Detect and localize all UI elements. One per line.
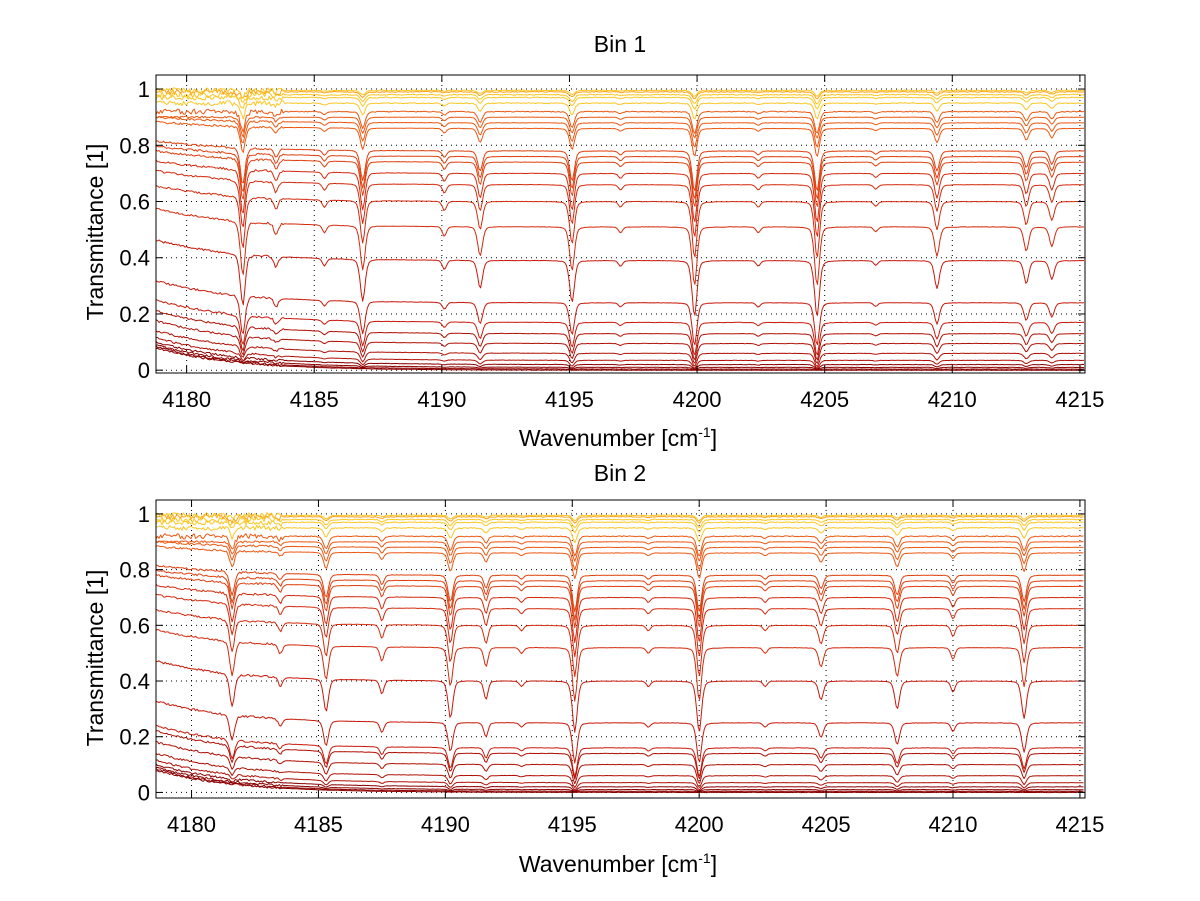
spectrum-line-14 <box>155 159 1085 223</box>
spectrum-line-9 <box>155 280 1085 346</box>
y-ticks: 0 0.2 0.4 0.6 0.8 1 <box>119 77 1085 383</box>
spectrum-line-16 <box>155 569 1084 621</box>
panel-bin-2: Bin 2 4180 4185 4190 4195 4200 4205 4210 4215 0… <box>82 460 1104 877</box>
x-tick-label-2: 4190 <box>417 387 466 412</box>
spectrum-line-26 <box>155 512 1084 522</box>
spectrum-line-11 <box>155 207 1084 285</box>
y-tick-label-2: 0.4 <box>119 669 150 694</box>
spectrum-line-6 <box>155 319 1085 364</box>
spectrum-line-15 <box>155 573 1084 629</box>
x-tick-label-0: 4180 <box>167 812 216 837</box>
spectrum-line-19 <box>155 540 1084 571</box>
spectrum-line-16 <box>155 145 1085 199</box>
y-tick-label-3: 0.6 <box>119 190 150 215</box>
spectrum-line-17 <box>155 564 1084 613</box>
y-tick-label-1: 0.2 <box>119 725 150 750</box>
y-ticks: 0 0.2 0.4 0.6 0.8 1 <box>119 502 1085 805</box>
y-tick-label-4: 0.8 <box>119 558 150 583</box>
spectrum-line-9 <box>155 700 1084 764</box>
spectrum-line-23 <box>155 94 1085 110</box>
spectrum-line-4 <box>155 336 1084 369</box>
spectrum-line-22 <box>155 100 1085 120</box>
spectrum-line-8 <box>155 724 1084 778</box>
spectrum-line-6 <box>155 740 1084 785</box>
spectrum-line-0 <box>155 770 1084 794</box>
x-tick-label-1: 4185 <box>290 387 339 412</box>
x-tick-label-5: 4205 <box>802 812 851 837</box>
y-tick-label-5: 1 <box>138 77 150 102</box>
x-axis-label: Wavenumber [cm-1] <box>519 850 717 877</box>
y-tick-label-2: 0.4 <box>119 246 150 271</box>
spectrum-line-5 <box>155 330 1085 367</box>
spectrum-line-3 <box>155 340 1085 370</box>
spectrum-line-13 <box>155 593 1084 658</box>
y-tick-label-5: 1 <box>138 502 150 527</box>
spectrum-line-10 <box>155 239 1085 316</box>
x-tick-label-1: 4185 <box>294 812 343 837</box>
y-axis-label: Transmittance [1] <box>82 570 108 747</box>
x-tick-label-7: 4215 <box>1055 812 1104 837</box>
y-tick-label-1: 0.2 <box>119 302 150 327</box>
x-axis-label: Wavenumber [cm-1] <box>519 424 717 451</box>
spectrum-line-2 <box>155 766 1084 793</box>
spectrum-line-0 <box>155 347 1084 371</box>
spectrum-line-21 <box>155 108 1085 134</box>
series-group <box>155 87 1085 371</box>
y-tick-label-0: 0 <box>138 358 150 383</box>
x-tick-label-2: 4190 <box>421 812 470 837</box>
spectrum-line-7 <box>155 730 1084 780</box>
spectrum-line-5 <box>155 753 1084 789</box>
spectrum-line-3 <box>155 763 1084 792</box>
y-tick-label-3: 0.6 <box>119 613 150 638</box>
y-tick-label-0: 0 <box>138 780 150 805</box>
spectrum-line-12 <box>155 608 1084 678</box>
spectrum-line-23 <box>155 519 1084 534</box>
spectrum-line-1 <box>155 345 1085 371</box>
spectrum-line-7 <box>155 310 1085 361</box>
spectrum-line-8 <box>155 299 1085 356</box>
x-tick-label-6: 4210 <box>928 387 977 412</box>
x-tick-label-3: 4195 <box>545 387 594 412</box>
y-axis-label: Transmittance [1] <box>82 144 108 321</box>
spectrum-line-17 <box>155 140 1085 191</box>
spectrum-line-20 <box>155 115 1085 139</box>
plot-title: Bin 2 <box>594 460 646 486</box>
x-tick-label-4: 4200 <box>673 387 722 412</box>
spectrum-line-12 <box>155 184 1084 258</box>
spectrum-line-24 <box>155 91 1085 105</box>
x-tick-label-3: 4195 <box>548 812 597 837</box>
spectrum-line-2 <box>155 344 1084 371</box>
plot-title: Bin 1 <box>594 31 646 57</box>
spectrum-line-1 <box>155 767 1084 793</box>
spectrum-line-10 <box>155 660 1084 733</box>
spectrum-line-20 <box>155 540 1084 562</box>
plot-frame <box>155 499 1086 799</box>
spectrum-line-19 <box>155 116 1085 148</box>
spectrum-line-22 <box>155 524 1084 544</box>
series-group <box>155 512 1084 794</box>
spectrum-line-25 <box>155 88 1085 100</box>
x-tick-label-4: 4200 <box>675 812 724 837</box>
spectrum-line-18 <box>155 120 1085 157</box>
x-ticks: 4180 4185 4190 4195 4200 4205 4210 4215 <box>167 500 1104 837</box>
spectrum-line-15 <box>155 149 1085 207</box>
x-tick-label-5: 4205 <box>800 387 849 412</box>
spectrum-line-24 <box>155 516 1084 529</box>
spectrum-line-13 <box>155 169 1085 237</box>
plot-frame <box>155 74 1086 374</box>
spectrum-line-21 <box>155 533 1084 557</box>
spectrum-line-25 <box>155 513 1084 524</box>
x-tick-label-0: 4180 <box>162 387 211 412</box>
panel-bin-1: Bin 1 4180 4185 4190 4195 4200 4205 4210 4215 0… <box>82 31 1104 451</box>
spectrum-line-18 <box>155 545 1084 580</box>
spectrum-line-14 <box>155 583 1084 643</box>
x-tick-label-7: 4215 <box>1055 387 1104 412</box>
spectrum-line-11 <box>155 629 1084 702</box>
x-tick-label-6: 4210 <box>929 812 978 837</box>
y-tick-label-4: 0.8 <box>119 133 150 158</box>
spectrum-line-26 <box>155 87 1085 99</box>
spectrum-line-4 <box>155 759 1084 791</box>
x-ticks: 4180 4185 4190 4195 4200 4205 4210 4215 <box>162 75 1104 412</box>
